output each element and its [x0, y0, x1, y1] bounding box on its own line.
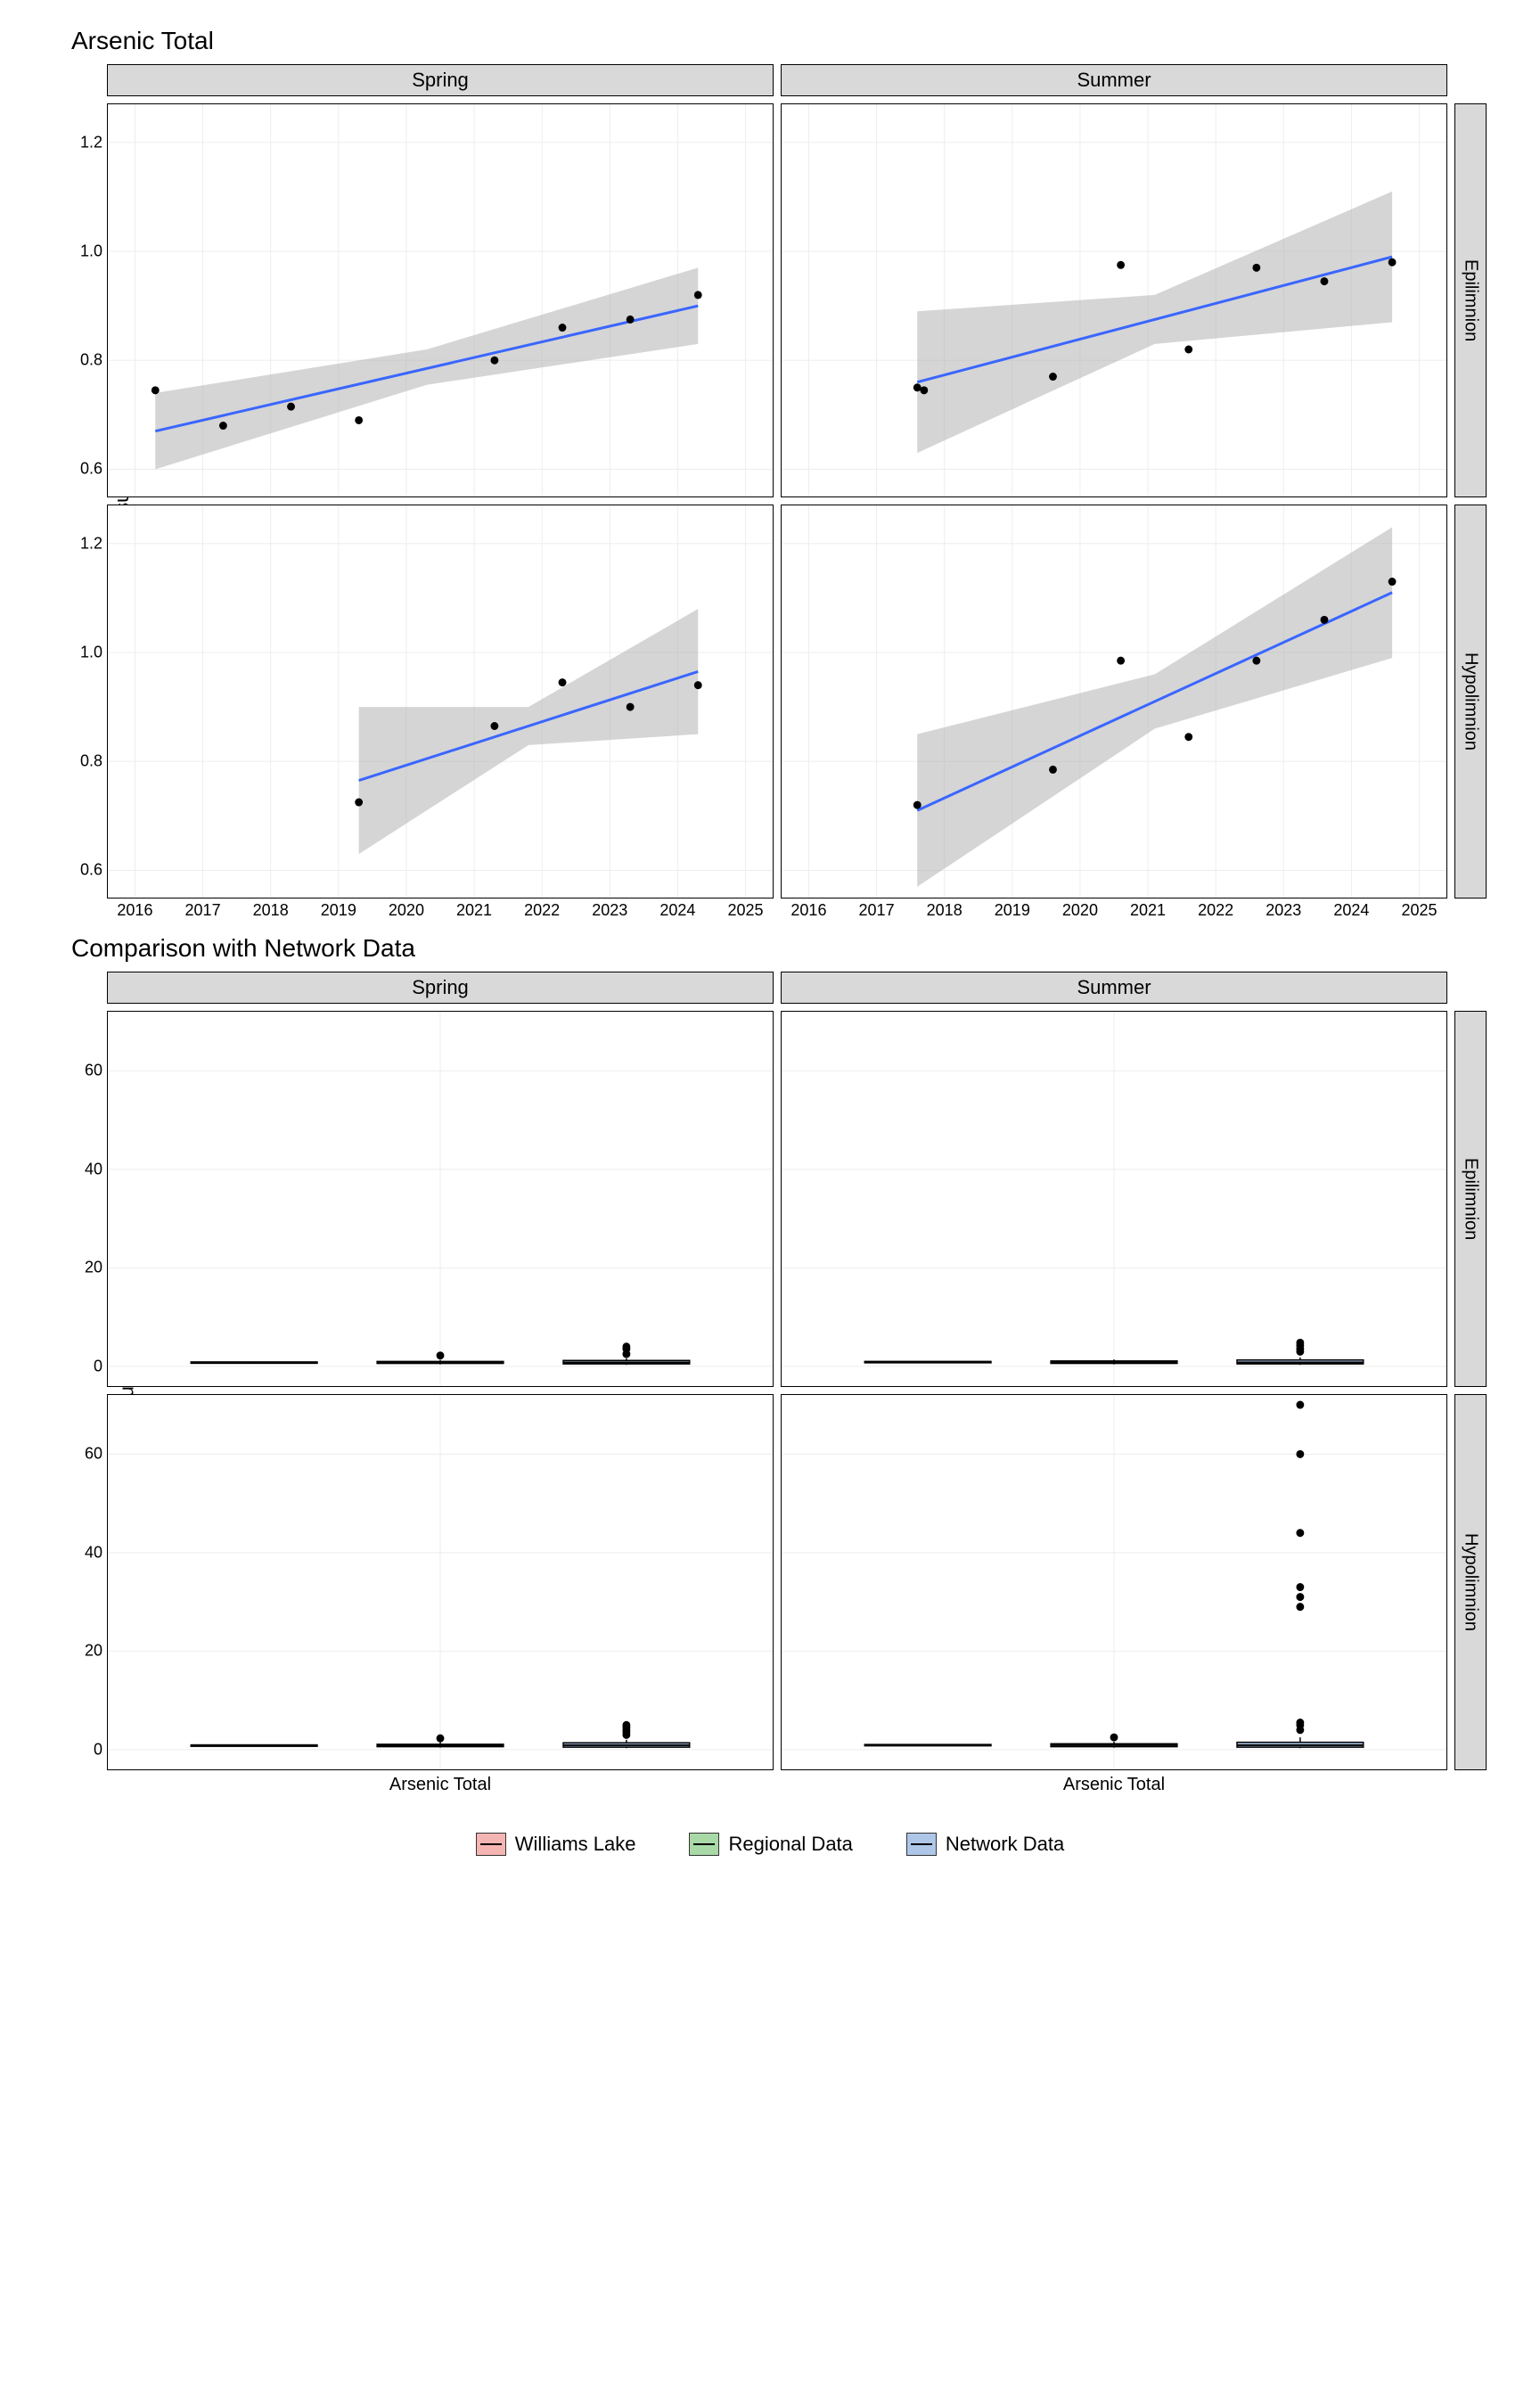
row-strip: Hypolimnion: [1454, 505, 1487, 898]
lower-facet-grid: SpringSummer6040200 Epilimnion 6040200Arse…: [107, 972, 1487, 1770]
scatter-panel: 2016201720182019202020212022202320242025: [781, 505, 1447, 898]
legend-label: Williams Lake: [515, 1833, 636, 1856]
lower-title: Comparison with Network Data: [71, 934, 1487, 963]
col-strip: Summer: [781, 64, 1447, 96]
scatter-panel: 1.21.00.80.6: [107, 103, 774, 497]
x-ticks: 2016201720182019202020212022202320242025: [108, 898, 773, 924]
y-ticks: 6040200: [63, 1395, 102, 1769]
x-ticks: 2016201720182019202020212022202320242025: [782, 898, 1446, 924]
upper-chart-block: Result (ug/L) SpringSummer1.21.00.80.6Ep…: [107, 64, 1487, 898]
legend-label: Network Data: [946, 1833, 1064, 1856]
x-label: Arsenic Total: [108, 1769, 773, 1795]
legend: Williams Lake Regional Data Network Data: [53, 1806, 1487, 1865]
scatter-panel: 1.21.00.80.62016201720182019202020212022…: [107, 505, 774, 898]
lower-chart-block: Results (ug/L) SpringSummer6040200Epilim…: [107, 972, 1487, 1770]
legend-item: Williams Lake: [476, 1833, 636, 1856]
legend-item: Regional Data: [689, 1833, 852, 1856]
boxplot-panel: 6040200: [107, 1011, 774, 1387]
boxplot-panel: Arsenic Total: [781, 1394, 1447, 1770]
page: Arsenic Total Result (ug/L) SpringSummer…: [0, 0, 1540, 1883]
upper-title: Arsenic Total: [71, 27, 1487, 55]
legend-swatch: [476, 1833, 506, 1856]
y-ticks: 6040200: [63, 1012, 102, 1386]
col-strip: Summer: [781, 972, 1447, 1004]
legend-item: Network Data: [906, 1833, 1064, 1856]
row-strip: Epilimnion: [1454, 103, 1487, 497]
y-ticks: 1.21.00.80.6: [63, 104, 102, 496]
boxplot-panel: [781, 1011, 1447, 1387]
legend-swatch: [689, 1833, 719, 1856]
y-ticks: 1.21.00.80.6: [63, 505, 102, 898]
x-label: Arsenic Total: [782, 1769, 1446, 1795]
row-strip: Epilimnion: [1454, 1011, 1487, 1387]
legend-swatch: [906, 1833, 937, 1856]
scatter-panel: [781, 103, 1447, 497]
legend-label: Regional Data: [728, 1833, 852, 1856]
boxplot-panel: 6040200Arsenic Total: [107, 1394, 774, 1770]
col-strip: Spring: [107, 972, 774, 1004]
upper-facet-grid: SpringSummer1.21.00.80.6 Epilimnion 1.21.0…: [107, 64, 1487, 898]
row-strip: Hypolimnion: [1454, 1394, 1487, 1770]
col-strip: Spring: [107, 64, 774, 96]
